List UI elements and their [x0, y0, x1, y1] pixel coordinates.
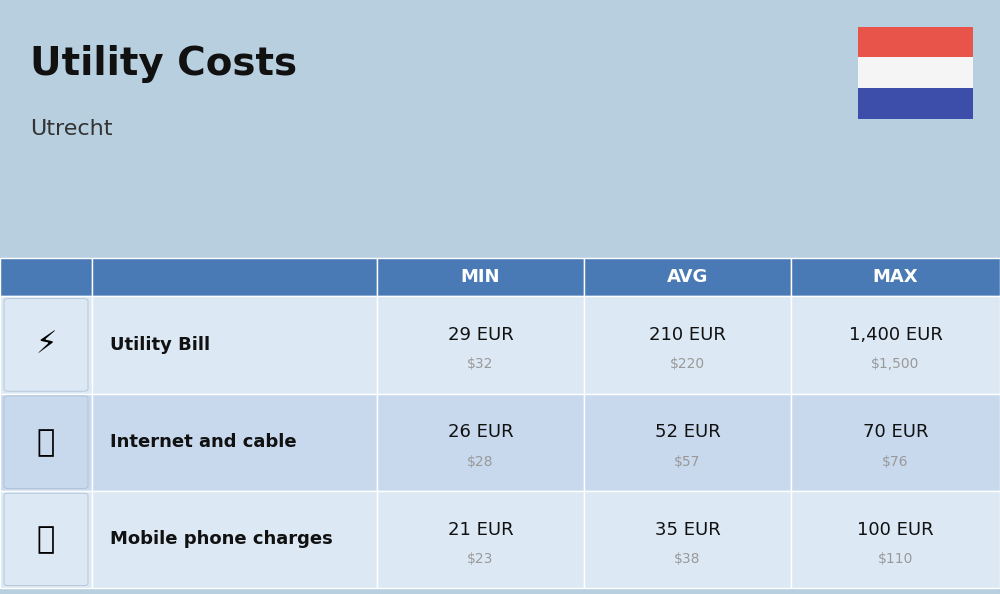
Text: $57: $57 — [674, 454, 701, 469]
Bar — [584, 491, 791, 588]
Text: MAX: MAX — [873, 268, 918, 286]
Text: 100 EUR: 100 EUR — [857, 521, 934, 539]
FancyBboxPatch shape — [4, 299, 88, 391]
Bar — [0, 296, 92, 394]
Bar — [92, 296, 377, 394]
Text: $23: $23 — [467, 552, 494, 566]
FancyBboxPatch shape — [4, 396, 88, 488]
Text: $32: $32 — [467, 358, 494, 371]
Bar — [0, 491, 92, 588]
Text: MIN: MIN — [461, 268, 500, 286]
Bar — [791, 394, 1000, 491]
Bar — [584, 258, 791, 296]
Bar — [791, 296, 1000, 394]
Text: $1,500: $1,500 — [871, 358, 920, 371]
Text: 📱: 📱 — [37, 525, 55, 554]
Bar — [92, 491, 377, 588]
Text: 1,400 EUR: 1,400 EUR — [849, 326, 942, 344]
Text: 70 EUR: 70 EUR — [863, 424, 928, 441]
Text: Utility Bill: Utility Bill — [110, 336, 210, 354]
Bar — [584, 394, 791, 491]
Text: $110: $110 — [878, 552, 913, 566]
Text: ⚡: ⚡ — [35, 330, 57, 359]
Text: 210 EUR: 210 EUR — [649, 326, 726, 344]
Text: $76: $76 — [882, 454, 909, 469]
Bar — [858, 58, 973, 88]
Text: 29 EUR: 29 EUR — [448, 326, 513, 344]
Bar — [584, 296, 791, 394]
Bar — [377, 258, 584, 296]
Text: 📶: 📶 — [37, 428, 55, 457]
Bar — [791, 258, 1000, 296]
Text: Mobile phone charges: Mobile phone charges — [110, 530, 333, 548]
Text: 52 EUR: 52 EUR — [655, 424, 720, 441]
Text: Utrecht: Utrecht — [30, 119, 112, 139]
Text: $28: $28 — [467, 454, 494, 469]
Bar — [377, 296, 584, 394]
Text: $38: $38 — [674, 552, 701, 566]
Bar — [0, 258, 92, 296]
Text: 21 EUR: 21 EUR — [448, 521, 513, 539]
Bar — [0, 394, 92, 491]
Bar — [858, 27, 973, 58]
Bar — [791, 491, 1000, 588]
Text: Internet and cable: Internet and cable — [110, 433, 297, 451]
Text: Utility Costs: Utility Costs — [30, 45, 297, 83]
Bar — [92, 394, 377, 491]
Text: 26 EUR: 26 EUR — [448, 424, 513, 441]
Text: $220: $220 — [670, 358, 705, 371]
Text: AVG: AVG — [667, 268, 708, 286]
Bar — [858, 88, 973, 119]
Bar — [377, 491, 584, 588]
FancyBboxPatch shape — [4, 493, 88, 586]
Bar — [92, 258, 377, 296]
Bar — [377, 394, 584, 491]
Text: 35 EUR: 35 EUR — [655, 521, 720, 539]
